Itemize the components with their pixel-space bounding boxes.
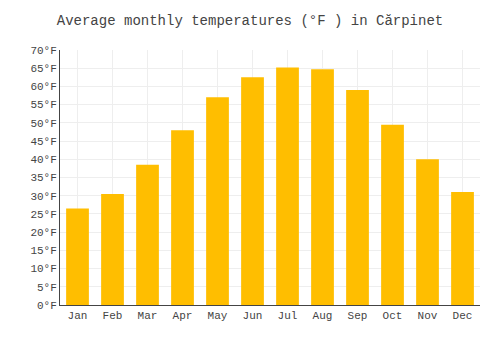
svg-text:Sep: Sep <box>348 310 368 322</box>
svg-text:15°F: 15°F <box>30 245 56 257</box>
svg-text:60°F: 60°F <box>30 81 56 93</box>
svg-text:May: May <box>208 310 228 322</box>
svg-text:40°F: 40°F <box>30 154 56 166</box>
svg-text:Feb: Feb <box>103 310 123 322</box>
svg-text:Mar: Mar <box>138 310 158 322</box>
svg-text:Jun: Jun <box>243 310 263 322</box>
svg-text:Jul: Jul <box>278 310 298 322</box>
svg-text:50°F: 50°F <box>30 118 56 130</box>
svg-text:65°F: 65°F <box>30 63 56 75</box>
svg-text:Average monthly temperatures (: Average monthly temperatures (°F ) in Că… <box>57 13 443 29</box>
svg-text:0°F: 0°F <box>37 300 57 312</box>
svg-text:30°F: 30°F <box>30 191 56 203</box>
svg-text:Jan: Jan <box>68 310 88 322</box>
svg-text:35°F: 35°F <box>30 172 56 184</box>
svg-text:Aug: Aug <box>313 310 333 322</box>
svg-text:20°F: 20°F <box>30 227 56 239</box>
svg-text:10°F: 10°F <box>30 263 56 275</box>
svg-text:Oct: Oct <box>383 310 403 322</box>
svg-text:Dec: Dec <box>453 310 473 322</box>
svg-text:55°F: 55°F <box>30 99 56 111</box>
svg-text:70°F: 70°F <box>30 45 56 57</box>
svg-text:25°F: 25°F <box>30 209 56 221</box>
svg-text:Apr: Apr <box>173 310 193 322</box>
svg-text:Nov: Nov <box>418 310 438 322</box>
svg-text:5°F: 5°F <box>37 282 57 294</box>
svg-text:45°F: 45°F <box>30 136 56 148</box>
